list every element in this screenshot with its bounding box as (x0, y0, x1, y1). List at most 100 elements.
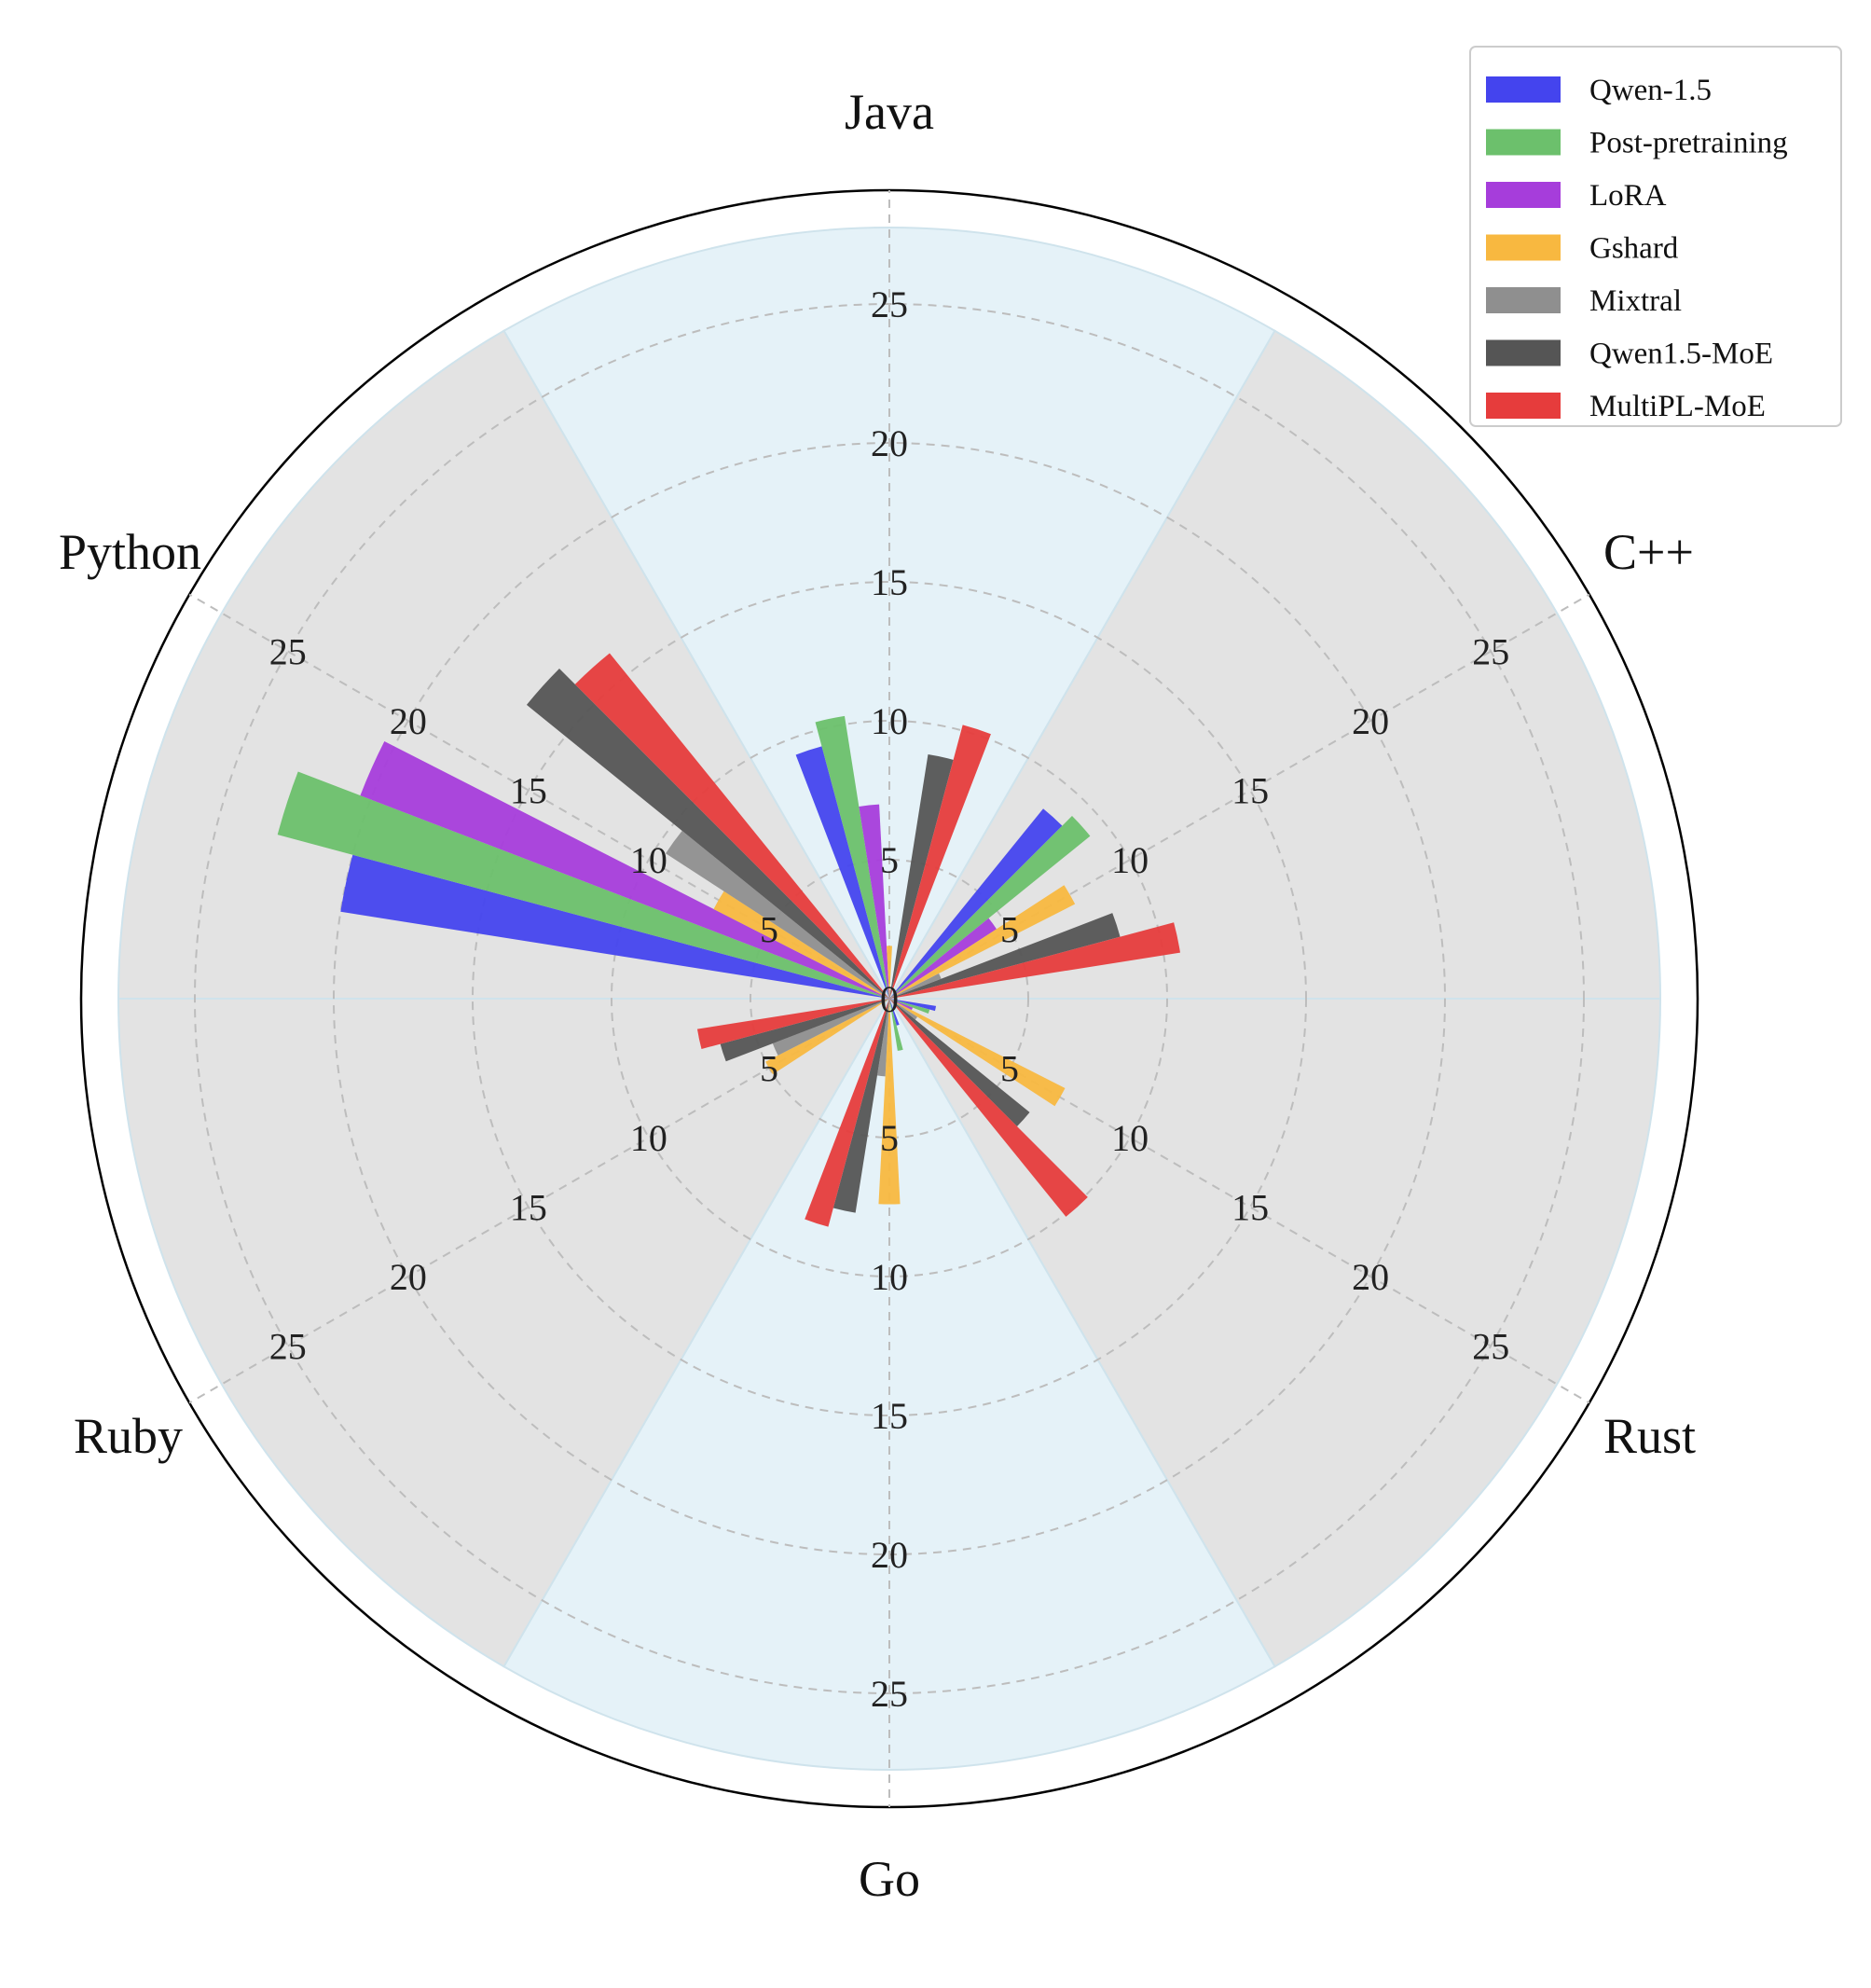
bar-post-pretraining-c- (889, 816, 1091, 999)
rtick-label: 20 (871, 1534, 908, 1576)
rtick-label: 15 (1231, 770, 1269, 812)
rtick-label: 15 (871, 561, 908, 603)
legend-label: Post-pretraining (1589, 127, 1788, 160)
bar-qwen1-5-moe-rust (889, 999, 1030, 1126)
bar-multipl-moe-java (889, 725, 991, 999)
bar-qwen1-5-moe-python (526, 668, 889, 999)
legend-swatch (1486, 129, 1561, 156)
bar-post-pretraining-go (889, 999, 903, 1051)
rtick-label: 10 (630, 839, 667, 881)
rtick-label: 25 (269, 1326, 307, 1368)
sector-rust (887, 998, 1662, 1668)
rtick-label: 10 (1111, 1117, 1149, 1159)
category-label-ruby: Ruby (74, 1408, 183, 1464)
grid-ring-5 (750, 859, 1029, 1139)
bar-post-pretraining-python (277, 771, 889, 999)
rtick-label: 10 (1111, 839, 1149, 881)
rtick-label: 25 (871, 283, 908, 325)
rtick-label: 25 (871, 1673, 908, 1715)
bar-lora-python (360, 741, 890, 999)
sector-ruby (117, 998, 891, 1668)
rtick-label: 15 (510, 770, 547, 812)
rtick-label: 0 (880, 978, 899, 1020)
legend-swatch (1486, 287, 1561, 313)
bar-qwen-1-5-java (795, 746, 889, 999)
legend-swatch (1486, 339, 1561, 366)
bar-gshard-go (878, 999, 901, 1205)
legend-swatch (1486, 76, 1561, 103)
legend-label: MultiPL-MoE (1589, 390, 1766, 423)
legend-swatch (1486, 234, 1561, 261)
bar-multipl-moe-go (805, 999, 889, 1227)
bar-gshard-python (713, 890, 889, 999)
background-sectors (79, 188, 1699, 1809)
bar-lora-java (859, 804, 889, 999)
bar-lora-rust (889, 999, 914, 1011)
bar-mixtral-go (876, 999, 889, 1077)
bars (277, 653, 1180, 1227)
bar-qwen-1-5-go (889, 999, 900, 1026)
rtick-label: 20 (1352, 1256, 1389, 1298)
rtick-label: 20 (871, 422, 908, 464)
legend-label: Gshard (1589, 232, 1679, 266)
bar-mixtral-c- (889, 973, 942, 999)
rtick-label: 15 (510, 1187, 547, 1229)
legend-label: Qwen1.5-MoE (1589, 338, 1773, 371)
bar-qwen-1-5-rust (889, 999, 937, 1012)
rtick-label: 5 (1000, 1048, 1019, 1090)
category-label-go: Go (859, 1851, 920, 1907)
rtick-label: 25 (1472, 631, 1509, 673)
rtick-label: 10 (871, 1256, 908, 1298)
rtick-label: 20 (1352, 700, 1389, 742)
rtick-label: 20 (390, 700, 427, 742)
bar-gshard-rust (889, 999, 1066, 1107)
bar-post-pretraining-java (815, 715, 889, 999)
grid-ring-15 (472, 581, 1307, 1416)
rtick-label: 15 (1231, 1187, 1269, 1229)
rtick-label: 10 (630, 1117, 667, 1159)
category-label-rust: Rust (1603, 1408, 1696, 1464)
bar-gshard-c- (889, 885, 1076, 999)
bar-lora-c- (889, 918, 997, 999)
bar-mixtral-rust (889, 999, 917, 1020)
bar-qwen1-5-moe-java (889, 754, 954, 999)
bar-mixtral-ruby (772, 999, 889, 1056)
bar-gshard-ruby (765, 999, 889, 1075)
rtick-label: 5 (760, 909, 778, 951)
legend: Qwen-1.5 Post-pretraining LoRA Gshard Mixtra… (1469, 46, 1842, 427)
bar-mixtral-python (666, 830, 889, 999)
bar-qwen1-5-moe-c- (889, 913, 1121, 999)
bar-qwen-1-5-c- (889, 808, 1063, 999)
rtick-label: 25 (1472, 1326, 1509, 1368)
rtick-label: 5 (880, 1117, 899, 1159)
legend-swatch (1486, 393, 1561, 419)
bar-lora-go (889, 999, 890, 1004)
rtick-label: 5 (1000, 909, 1019, 951)
grid-ring-10 (611, 720, 1168, 1277)
legend-swatch (1486, 182, 1561, 208)
bar-qwen-1-5-python (340, 854, 889, 999)
bar-post-pretraining-rust (889, 999, 930, 1015)
category-label-c-: C++ (1603, 524, 1694, 580)
legend-label: Qwen-1.5 (1589, 74, 1712, 107)
radial-tick-labels: 0 5 10 15 20 25 5 10 15 20 25 5 10 15 20 25 5 10 15 20 25 5 10… (269, 283, 1509, 1715)
bar-qwen1-5-moe-ruby (720, 999, 889, 1062)
legend-box (1469, 46, 1842, 427)
bar-multipl-moe-python (574, 653, 889, 999)
bar-multipl-moe-ruby (696, 999, 889, 1049)
rtick-label: 5 (760, 1048, 778, 1090)
rtick-label: 25 (269, 631, 307, 673)
bar-gshard-java (887, 946, 892, 999)
bar-multipl-moe-rust (889, 999, 1088, 1217)
rtick-label: 15 (871, 1395, 908, 1437)
rtick-label: 5 (880, 839, 899, 881)
category-label-java: Java (845, 84, 934, 140)
legend-label: Mixtral (1589, 284, 1682, 318)
bar-qwen1-5-moe-go (832, 999, 889, 1213)
rtick-label: 20 (390, 1256, 427, 1298)
sector-go (502, 997, 1276, 1771)
category-labels: Java C++ Rust Go Ruby Python (59, 84, 1696, 1907)
legend-label: LoRA (1589, 179, 1667, 213)
bar-multipl-moe-c- (889, 922, 1180, 999)
